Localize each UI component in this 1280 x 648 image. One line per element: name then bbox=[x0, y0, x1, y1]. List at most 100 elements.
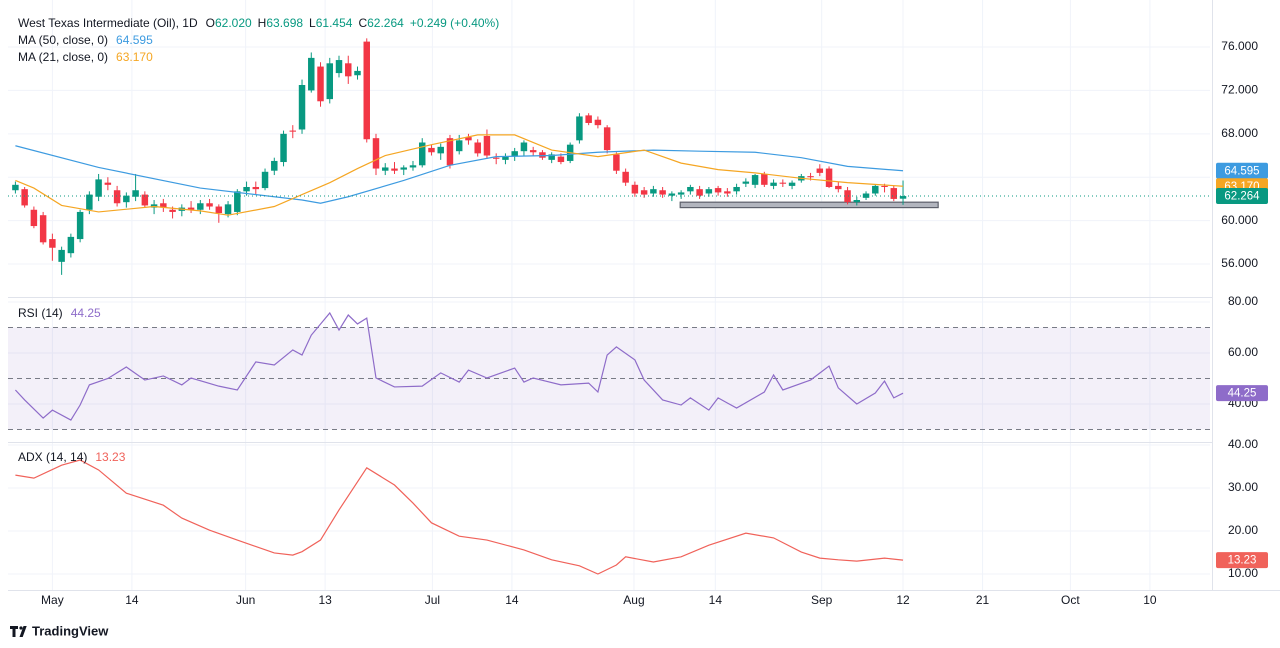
y-tick-label: 68.000 bbox=[1221, 126, 1258, 140]
x-tick-label: 14 bbox=[125, 593, 139, 607]
candle-body bbox=[576, 116, 583, 141]
candle-body bbox=[650, 189, 657, 194]
candle-body bbox=[428, 147, 435, 153]
logo: TradingView bbox=[10, 623, 109, 638]
candle-body bbox=[899, 196, 907, 199]
price-label: 44.25 bbox=[1228, 388, 1257, 400]
candle-body bbox=[631, 184, 639, 194]
y-tick-label: 10.00 bbox=[1228, 566, 1258, 580]
candle-body bbox=[705, 189, 713, 194]
y-tick-label: 56.000 bbox=[1221, 256, 1258, 270]
candle-body bbox=[770, 182, 777, 186]
candle-body bbox=[890, 188, 898, 199]
candle-body bbox=[520, 142, 528, 152]
candle-body bbox=[622, 171, 629, 183]
candle-body bbox=[677, 192, 685, 195]
candle-body bbox=[465, 137, 472, 141]
x-tick-label: 21 bbox=[976, 593, 990, 607]
candle-body bbox=[816, 168, 824, 173]
indicator-line bbox=[15, 459, 904, 575]
x-tick-label: 13 bbox=[318, 593, 332, 607]
brand: TradingView bbox=[32, 623, 109, 638]
candle-body bbox=[539, 152, 546, 158]
candle-body bbox=[844, 190, 851, 203]
candle-body bbox=[363, 41, 370, 140]
x-tick-label: 10 bbox=[1143, 593, 1157, 607]
x-tick-label: 14 bbox=[505, 593, 519, 607]
candle-body bbox=[326, 63, 334, 100]
candle-body bbox=[446, 138, 454, 166]
support-zone bbox=[679, 201, 939, 209]
legend-entry: MA (21, close, 0) 63.170 bbox=[18, 50, 153, 64]
y-tick-label: 72.000 bbox=[1221, 83, 1258, 97]
candle-body bbox=[382, 167, 389, 171]
legend-value: 13.23 bbox=[95, 450, 125, 464]
candle-body bbox=[807, 176, 814, 178]
candle-body bbox=[668, 193, 676, 196]
candle-body bbox=[872, 185, 879, 194]
candle-body bbox=[779, 182, 787, 184]
candle-body bbox=[67, 236, 75, 254]
candle-body bbox=[391, 168, 398, 171]
candle-body bbox=[49, 239, 56, 248]
candle-body bbox=[132, 190, 139, 197]
ohlc-key: H bbox=[258, 16, 267, 30]
x-tick-label: Oct bbox=[1061, 593, 1080, 607]
candle-body bbox=[696, 189, 703, 196]
candle-body bbox=[418, 142, 426, 166]
y-tick-label: 80.00 bbox=[1228, 294, 1258, 308]
candle-body bbox=[298, 85, 306, 130]
legend-value: 64.595 bbox=[116, 33, 153, 47]
candle-body bbox=[104, 182, 112, 185]
candle-body bbox=[825, 168, 833, 187]
candle-body bbox=[261, 171, 269, 189]
candle-body bbox=[215, 206, 223, 214]
candle-body bbox=[21, 189, 28, 206]
candle-body bbox=[400, 167, 407, 170]
x-tick-label: Jul bbox=[425, 593, 440, 607]
x-tick-label: May bbox=[41, 593, 64, 607]
ohlc-value: 63.698 bbox=[266, 16, 303, 30]
candle-body bbox=[95, 179, 102, 197]
grid bbox=[8, 0, 1210, 590]
candle-body bbox=[502, 156, 509, 160]
ohlc-key: C bbox=[358, 16, 367, 30]
candle-body bbox=[742, 181, 750, 184]
x-tick-label: Jun bbox=[236, 593, 255, 607]
candle-body bbox=[437, 146, 444, 154]
indicator-line bbox=[14, 311, 904, 421]
candle-body bbox=[113, 190, 121, 204]
candle-body bbox=[751, 175, 759, 185]
candle-body bbox=[724, 191, 731, 194]
candle-body bbox=[76, 211, 84, 240]
candle-body bbox=[58, 249, 65, 262]
candle-body bbox=[788, 182, 796, 186]
candle-body bbox=[197, 203, 204, 210]
candle-body bbox=[141, 194, 149, 206]
y-tick-label: 60.00 bbox=[1228, 345, 1258, 359]
candle-body bbox=[206, 203, 213, 207]
marks bbox=[8, 38, 1210, 575]
x-tick-label: Aug bbox=[623, 593, 644, 607]
moving-average bbox=[15, 134, 904, 216]
price-label-box bbox=[1216, 162, 1268, 179]
legend-name: RSI (14) bbox=[18, 306, 63, 320]
candle-body bbox=[234, 191, 241, 212]
candle-body bbox=[548, 154, 555, 160]
change: +0.249 (+0.40%) bbox=[410, 16, 499, 30]
candle-body bbox=[594, 119, 602, 126]
ohlc-value: 61.454 bbox=[316, 16, 353, 30]
price-label-box bbox=[1216, 552, 1268, 569]
candle-body bbox=[224, 204, 232, 215]
price-label: 62.264 bbox=[1224, 191, 1260, 203]
legend-entry: MA (50, close, 0) 64.595 bbox=[18, 33, 153, 47]
candle-body bbox=[714, 188, 722, 193]
candle-body bbox=[585, 115, 592, 123]
legend-entry: ADX (14, 14) 13.23 bbox=[18, 450, 126, 464]
candle-body bbox=[30, 209, 38, 227]
candle-body bbox=[733, 186, 740, 192]
y-tick-label: 20.00 bbox=[1228, 523, 1258, 537]
candle-body bbox=[409, 165, 417, 168]
legend-value: 63.170 bbox=[116, 50, 153, 64]
